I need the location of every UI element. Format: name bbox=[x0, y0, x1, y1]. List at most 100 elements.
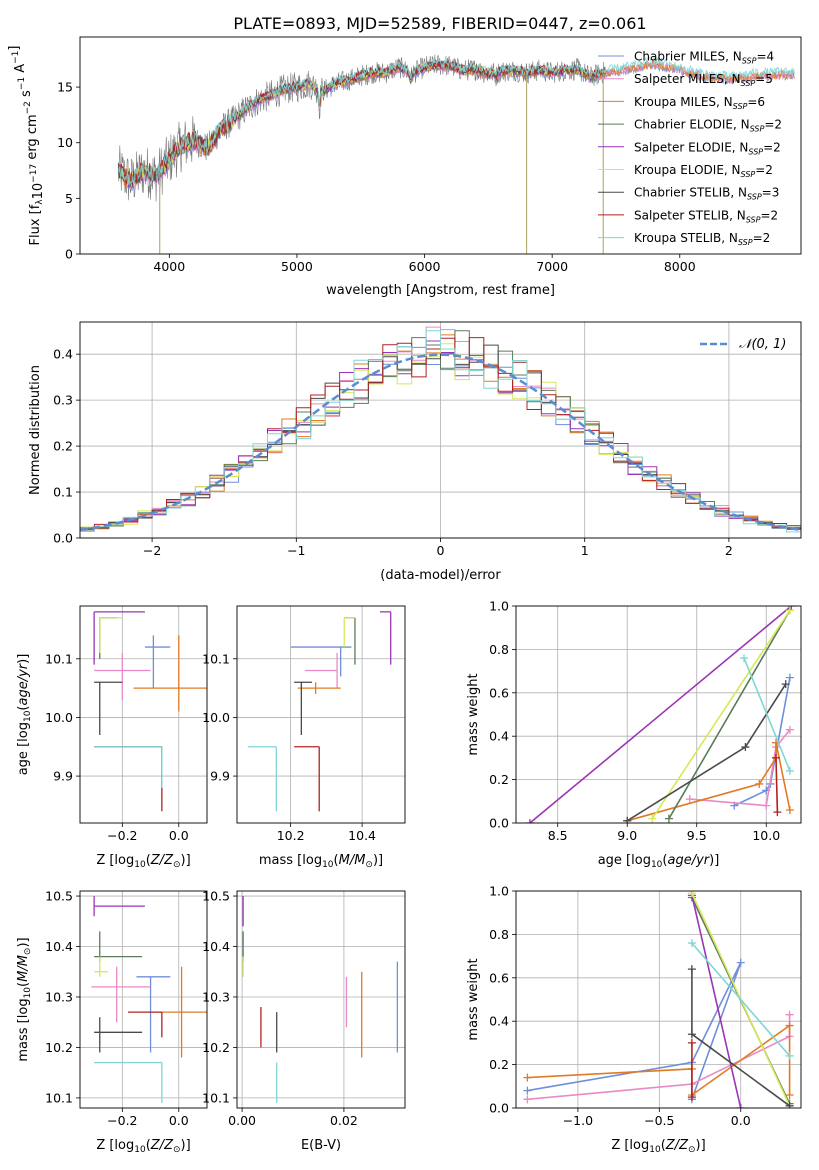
label-part: ( bbox=[16, 982, 31, 987]
label-part: )] bbox=[709, 853, 719, 868]
series-marker-chabrier_stelib bbox=[785, 1101, 794, 1108]
series-marker-salpeter_miles bbox=[785, 725, 794, 734]
y-tick-label: 0.8 bbox=[489, 642, 509, 657]
axes-6: 0.00 0.02 10.1 10.2 10.3 10.4 10.5 E(B-V) bbox=[202, 889, 406, 1153]
legend-text: Chabrier ELODIE, N bbox=[634, 118, 750, 132]
series-marker-salpeter_stelib bbox=[773, 808, 782, 817]
legend-sub: SSP bbox=[747, 193, 762, 202]
series-marker-salpeter_miles bbox=[523, 1095, 532, 1104]
series-marker-kroupa_elodie bbox=[785, 606, 794, 615]
label-part: Z [log bbox=[611, 1138, 649, 1153]
series-marker-chabrier_stelib bbox=[623, 816, 632, 823]
label-part: Z/Z bbox=[150, 853, 174, 868]
label-part: age [log bbox=[598, 853, 651, 868]
y-tick-label: 0.3 bbox=[53, 393, 73, 408]
legend-text: Kroupa STELIB, N bbox=[634, 231, 738, 245]
label-part: 10 bbox=[134, 1145, 146, 1155]
y-tick-label: 0.0 bbox=[53, 531, 73, 546]
label-part: ⊙ bbox=[365, 860, 373, 870]
x-axis-label: Z [log10(Z/Z⊙)] bbox=[96, 853, 190, 870]
label-part: ( bbox=[662, 853, 667, 868]
series-line-chabrier_elodie bbox=[668, 609, 791, 820]
legend-suffix: =2 bbox=[764, 118, 782, 132]
axes-frame bbox=[79, 321, 802, 539]
label-part: s bbox=[19, 90, 34, 101]
label-part: mass [log bbox=[259, 853, 322, 868]
axes-frame bbox=[79, 36, 802, 255]
series-line-salpeter_miles bbox=[527, 1014, 791, 1101]
series-marker-chabrier_miles bbox=[523, 1086, 532, 1095]
legend-label: Chabrier STELIB, NSSP=3 bbox=[634, 186, 779, 202]
legend-suffix: =2 bbox=[763, 140, 781, 154]
legend-text: Salpeter STELIB, N bbox=[634, 208, 746, 222]
y-tick-label: 0.2 bbox=[53, 439, 73, 454]
series-marker-kroupa_miles bbox=[785, 1090, 794, 1099]
series-marker-kroupa_stelib bbox=[687, 939, 696, 948]
points bbox=[93, 611, 207, 812]
series-line-chabrier_miles bbox=[527, 962, 742, 1100]
axes-frame bbox=[79, 605, 208, 824]
label-part: ⊙ bbox=[23, 948, 33, 956]
x-axis-label: Z [log10(Z/Z⊙)] bbox=[96, 1138, 190, 1155]
axes-2: −0.2 0.09.910.010.1Z [log10(Z/Z⊙)]age [lo… bbox=[16, 605, 208, 870]
legend-text: Salpeter MILES, N bbox=[634, 72, 741, 86]
series-line-kroupa_miles bbox=[626, 742, 791, 822]
x-axis-label: (data-model)/error bbox=[380, 568, 501, 583]
label-part: )] bbox=[16, 654, 31, 664]
y-tick-label: 10 bbox=[57, 135, 73, 150]
label-part: 10 bbox=[322, 860, 334, 870]
label-part: ( bbox=[334, 853, 339, 868]
y-tick-label: 10.0 bbox=[45, 710, 73, 725]
label-part: ⊙ bbox=[173, 1145, 181, 1155]
label-part: 10 bbox=[649, 1145, 661, 1155]
label-part: ] bbox=[7, 46, 22, 51]
series-marker-kroupa_miles bbox=[755, 779, 764, 788]
axes-1: −2 −1 0 1 2 0.0 0.1 0.2 0.3 0.4 𝒩(0, 1) (data-model… bbox=[28, 321, 802, 583]
x-tick-label: −1.0 bbox=[563, 1113, 593, 1128]
legend-suffix: =5 bbox=[755, 72, 773, 86]
label-part: )] bbox=[696, 1138, 706, 1153]
axes-7: −1.0 −0.5 0.0 0.0 0.2 0.4 0.6 0.8 1.0 Z [log10(Z/… bbox=[466, 884, 802, 1155]
legend-sub: SSP bbox=[741, 79, 756, 88]
y-axis-label: Normed distribution bbox=[28, 365, 43, 495]
legend-label: Kroupa MILES, NSSP=6 bbox=[634, 95, 765, 111]
series-line-salpeter_stelib bbox=[775, 757, 779, 813]
label-part: M/M bbox=[16, 955, 31, 982]
legend-suffix: =2 bbox=[755, 163, 773, 177]
y-tick-label: 0.2 bbox=[489, 772, 509, 787]
y-tick-label: 10.0 bbox=[202, 710, 230, 725]
legend-text: Salpeter ELODIE, N bbox=[634, 140, 748, 154]
y-tick-label: 0.4 bbox=[489, 729, 509, 744]
legend-sub: SSP bbox=[750, 125, 765, 134]
label-part: Z/Z bbox=[150, 1138, 174, 1153]
series-marker-chabrier_miles bbox=[736, 958, 745, 967]
series-marker-chabrier_miles bbox=[785, 673, 794, 682]
legend-label: Chabrier MILES, NSSP=4 bbox=[634, 50, 774, 66]
axes-frame bbox=[236, 605, 406, 824]
series-marker-kroupa_stelib bbox=[785, 766, 794, 775]
legend-suffix: =3 bbox=[762, 186, 780, 200]
series-marker-chabrier_stelib bbox=[741, 743, 750, 752]
label-part: 10 bbox=[651, 860, 663, 870]
series-line-kroupa_stelib bbox=[743, 657, 791, 772]
series bbox=[525, 606, 796, 823]
label-part: mass [log bbox=[16, 998, 31, 1061]
y-tick-label: 10.3 bbox=[202, 989, 230, 1004]
y-tick-label: 10.3 bbox=[45, 989, 73, 1004]
y-tick-label: 0.0 bbox=[489, 1101, 509, 1116]
y-tick-label: 10.1 bbox=[45, 651, 73, 666]
y-tick-label: 9.9 bbox=[210, 769, 230, 784]
points bbox=[247, 611, 392, 812]
legend-label: Salpeter STELIB, NSSP=2 bbox=[634, 208, 778, 224]
series-marker-kroupa_miles bbox=[523, 1073, 532, 1082]
y-axis-label: mass weight bbox=[466, 673, 481, 755]
axes-frame bbox=[515, 890, 802, 1109]
y-tick-label: 0.8 bbox=[489, 927, 509, 942]
axes-5: −0.2 0.010.110.210.310.410.5Z [log10(Z/Z⊙… bbox=[16, 889, 208, 1155]
x-tick-label: −0.2 bbox=[107, 1113, 137, 1128]
label-part: 10 bbox=[134, 860, 146, 870]
x-tick-label: 0.0 bbox=[731, 1113, 751, 1128]
series-marker-chabrier_stelib bbox=[687, 965, 696, 974]
figure-title: PLATE=0893, MJD=52589, FIBERID=0447, z=0… bbox=[233, 14, 646, 33]
